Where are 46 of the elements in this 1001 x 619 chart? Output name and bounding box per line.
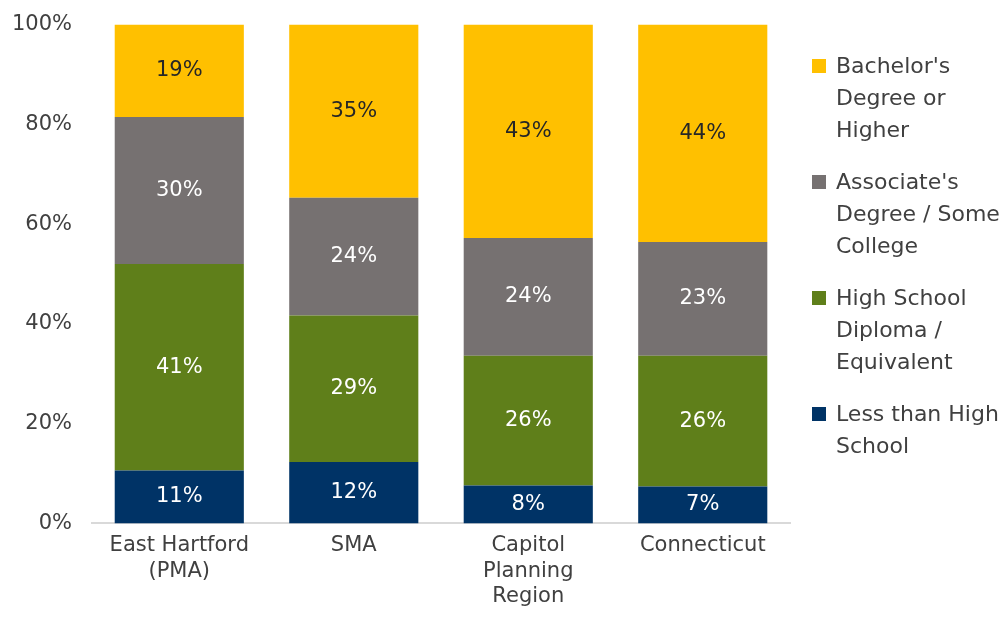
data-label: 7% — [686, 491, 720, 516]
data-label: 23% — [679, 285, 727, 310]
data-label: 24% — [330, 243, 378, 267]
bar — [638, 355, 768, 487]
bar — [114, 116, 244, 265]
data-label: 30% — [155, 176, 203, 201]
bar — [114, 470, 244, 524]
data-label: 26% — [504, 407, 552, 432]
bar — [638, 486, 768, 524]
legend-label: High School Diploma / Equivalent — [836, 284, 968, 376]
x-tick-label: SMA — [330, 532, 378, 557]
data-label: 24% — [504, 283, 552, 308]
y-tick-label: 80% — [25, 110, 73, 135]
data-label: 11% — [155, 483, 203, 508]
legend-label: Associate's Degree / Some College — [836, 168, 1001, 260]
bar — [463, 24, 593, 239]
data-label: 29% — [330, 375, 378, 400]
bar — [638, 24, 768, 243]
x-tick-label: Connecticut — [639, 532, 766, 557]
legend-label: Less than High School — [836, 400, 1000, 460]
data-label: 26% — [679, 407, 727, 432]
data-label: 43% — [504, 117, 552, 142]
bar — [463, 355, 593, 486]
data-label: 41% — [155, 353, 203, 378]
y-tick-label: 60% — [25, 210, 73, 235]
bar — [289, 315, 419, 463]
bar — [463, 485, 593, 524]
y-tick-label: 40% — [25, 310, 73, 335]
y-tick-label: 0% — [38, 509, 73, 534]
data-label: 8% — [511, 490, 545, 515]
x-tick-label: Capitol Planning Region — [483, 532, 574, 607]
bar — [114, 24, 244, 117]
bar — [289, 197, 419, 316]
bar — [289, 462, 419, 524]
bar — [463, 238, 593, 356]
bar — [289, 24, 419, 198]
data-label: 44% — [679, 119, 727, 144]
y-tick-label: 100% — [11, 11, 73, 36]
legend-label: Bachelor's Degree or Higher — [836, 52, 952, 144]
data-label: 35% — [330, 97, 378, 122]
bar — [114, 264, 244, 471]
bar — [638, 242, 768, 356]
data-label: 12% — [330, 479, 378, 504]
y-tick-label: 20% — [25, 410, 73, 435]
x-tick-label: East Hartford (PMA) — [109, 532, 249, 582]
data-label: 19% — [155, 57, 203, 82]
